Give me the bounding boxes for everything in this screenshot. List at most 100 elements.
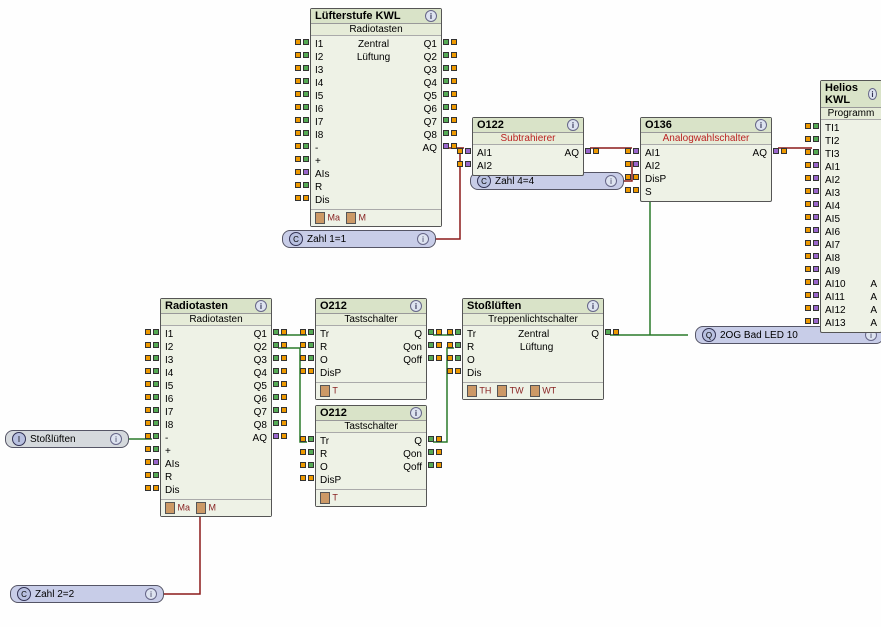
footer-marker[interactable]: Ma [165,502,190,514]
info-icon[interactable]: i [425,10,437,22]
input-pin[interactable] [813,201,819,207]
info-icon[interactable]: i [868,88,877,100]
output-pin-outer[interactable] [281,433,287,439]
output-pin[interactable] [428,342,434,348]
footer-marker[interactable]: TH [467,385,491,397]
output-pin[interactable] [443,130,449,136]
input-pin-outer[interactable] [805,201,811,207]
footer-marker[interactable]: TW [497,385,523,397]
input-pin-outer[interactable] [145,485,151,491]
input-pin-outer[interactable] [457,161,463,167]
input-pin[interactable] [813,136,819,142]
info-icon[interactable]: i [605,175,617,187]
input-pin[interactable] [303,78,309,84]
input-pin-outer[interactable] [300,436,306,442]
footer-marker[interactable]: M [196,502,216,514]
output-pin-outer[interactable] [281,368,287,374]
output-pin-outer[interactable] [593,148,599,154]
input-pin-outer[interactable] [300,449,306,455]
output-pin-outer[interactable] [281,394,287,400]
input-pin[interactable] [303,65,309,71]
input-pin[interactable] [303,104,309,110]
output-pin-outer[interactable] [281,420,287,426]
input-pin[interactable] [633,161,639,167]
block-stoss[interactable]: StoßlüfteniTreppenlichtschalterTrZentral… [462,298,604,400]
input-pin-outer[interactable] [447,355,453,361]
output-pin[interactable] [273,342,279,348]
input-pin-outer[interactable] [295,156,301,162]
output-pin-outer[interactable] [436,462,442,468]
input-pin-outer[interactable] [805,214,811,220]
output-pin[interactable] [428,355,434,361]
output-pin[interactable] [443,117,449,123]
input-pin[interactable] [308,462,314,468]
input-pin-outer[interactable] [295,52,301,58]
input-pin-outer[interactable] [805,149,811,155]
input-pin-outer[interactable] [447,342,453,348]
info-icon[interactable]: i [567,119,579,131]
input-pin-outer[interactable] [805,318,811,324]
input-pin-outer[interactable] [295,104,301,110]
output-pin-outer[interactable] [451,117,457,123]
input-pin[interactable] [303,182,309,188]
output-pin[interactable] [443,104,449,110]
input-pin[interactable] [455,368,461,374]
output-pin[interactable] [443,91,449,97]
input-pin-outer[interactable] [145,472,151,478]
output-pin[interactable] [273,394,279,400]
output-pin[interactable] [428,462,434,468]
input-pin[interactable] [153,381,159,387]
info-icon[interactable]: i [255,300,267,312]
input-pin[interactable] [303,91,309,97]
input-pin[interactable] [813,214,819,220]
input-pin-outer[interactable] [145,394,151,400]
input-pin-outer[interactable] [805,240,811,246]
output-pin[interactable] [443,65,449,71]
input-pin[interactable] [153,433,159,439]
footer-marker[interactable]: Ma [315,212,340,224]
info-icon[interactable]: i [755,119,767,131]
input-pin[interactable] [153,342,159,348]
input-pin-outer[interactable] [805,253,811,259]
input-pin-outer[interactable] [805,305,811,311]
input-pin-outer[interactable] [295,39,301,45]
output-pin[interactable] [273,381,279,387]
input-pin[interactable] [303,156,309,162]
output-pin[interactable] [443,39,449,45]
output-pin[interactable] [605,329,611,335]
input-pin[interactable] [813,227,819,233]
input-pin[interactable] [308,449,314,455]
input-pin-outer[interactable] [295,182,301,188]
block-radio2[interactable]: RadiotasteniRadiotastenI1Q1I2Q2I3Q3I4Q4I… [160,298,272,517]
input-pin[interactable] [153,459,159,465]
output-pin-outer[interactable] [613,329,619,335]
output-pin-outer[interactable] [436,449,442,455]
output-pin[interactable] [443,52,449,58]
output-pin-outer[interactable] [451,104,457,110]
input-pin-outer[interactable] [295,130,301,136]
block-o212b[interactable]: O212iTastschalterTrQRQonOQoffDisP T [315,405,427,507]
input-pin-outer[interactable] [295,143,301,149]
input-pin-outer[interactable] [447,368,453,374]
input-pin[interactable] [308,342,314,348]
input-pin[interactable] [465,148,471,154]
input-pin-outer[interactable] [145,355,151,361]
block-luefter[interactable]: Lüfterstufe KWLiRadiotastenI1ZentralQ1I2… [310,8,442,227]
input-pin[interactable] [153,485,159,491]
block-helios[interactable]: Helios KWLiProgrammTI1TI2TI3AI1AI2AI3AI4… [820,80,881,333]
input-pin-outer[interactable] [300,475,306,481]
input-pin[interactable] [308,436,314,442]
input-pin-outer[interactable] [805,279,811,285]
input-pin[interactable] [813,279,819,285]
input-pin-outer[interactable] [145,407,151,413]
input-pin-outer[interactable] [805,292,811,298]
input-pin[interactable] [633,187,639,193]
input-pin[interactable] [813,266,819,272]
footer-marker[interactable]: WT [530,385,557,397]
input-pin-outer[interactable] [300,462,306,468]
output-pin[interactable] [273,355,279,361]
input-pin-outer[interactable] [145,368,151,374]
input-pin-outer[interactable] [805,227,811,233]
output-pin[interactable] [773,148,779,154]
output-pin-outer[interactable] [436,355,442,361]
